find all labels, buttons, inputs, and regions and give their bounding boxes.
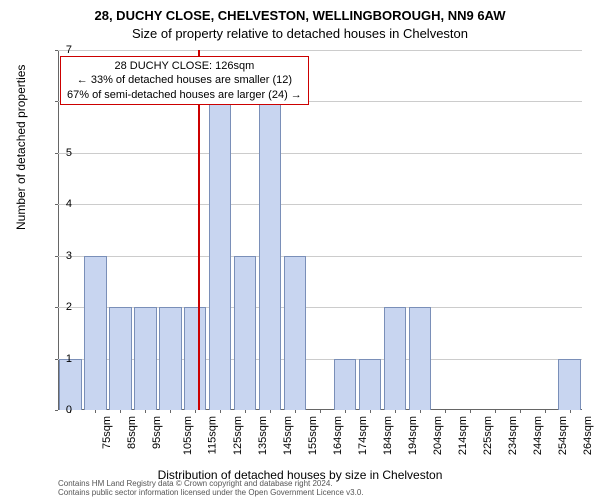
y-tick-mark (55, 307, 58, 308)
x-tick-label: 225sqm (482, 416, 494, 455)
x-tick-mark (195, 410, 196, 413)
y-tick-mark (55, 50, 58, 51)
footer-line2: Contains public sector information licen… (58, 489, 364, 498)
x-tick-label: 85sqm (126, 416, 138, 449)
x-tick-label: 105sqm (182, 416, 194, 455)
x-tick-label: 164sqm (332, 416, 344, 455)
y-tick-label: 2 (66, 301, 72, 313)
histogram-bar (184, 307, 206, 410)
x-tick-mark (120, 410, 121, 413)
histogram-bar (359, 359, 381, 410)
histogram-bar (159, 307, 181, 410)
y-tick-label: 4 (66, 198, 72, 210)
histogram-bar (409, 307, 431, 410)
grid-line (58, 153, 582, 154)
y-tick-mark (55, 101, 58, 102)
y-axis-line (58, 50, 59, 410)
x-tick-mark (520, 410, 521, 413)
x-tick-mark (370, 410, 371, 413)
x-tick-mark (295, 410, 296, 413)
x-tick-label: 135sqm (257, 416, 269, 455)
x-tick-label: 244sqm (532, 416, 544, 455)
x-tick-label: 204sqm (432, 416, 444, 455)
histogram-bar (134, 307, 156, 410)
histogram-bar (59, 359, 81, 410)
x-tick-mark (495, 410, 496, 413)
x-tick-mark (420, 410, 421, 413)
histogram-bar (284, 256, 306, 410)
x-tick-mark (395, 410, 396, 413)
x-tick-label: 174sqm (357, 416, 369, 455)
x-tick-label: 214sqm (457, 416, 469, 455)
x-tick-mark (245, 410, 246, 413)
y-tick-label: 0 (66, 404, 72, 416)
x-tick-mark (345, 410, 346, 413)
y-tick-mark (55, 204, 58, 205)
grid-line (58, 204, 582, 205)
x-tick-label: 115sqm (207, 416, 219, 454)
x-tick-mark (570, 410, 571, 413)
x-tick-mark (545, 410, 546, 413)
annotation-line3: 67% of semi-detached houses are larger (… (67, 88, 302, 102)
x-tick-label: 145sqm (282, 416, 294, 455)
x-tick-label: 75sqm (102, 416, 114, 449)
histogram-bar (384, 307, 406, 410)
y-tick-mark (55, 410, 58, 411)
x-tick-label: 95sqm (151, 416, 163, 449)
x-tick-label: 254sqm (557, 416, 569, 455)
y-axis-title: Number of detached properties (14, 65, 28, 230)
y-tick-mark (55, 359, 58, 360)
chart-title-main: 28, DUCHY CLOSE, CHELVESTON, WELLINGBORO… (0, 8, 600, 23)
grid-line (58, 50, 582, 51)
histogram-bar (259, 101, 281, 410)
x-tick-mark (95, 410, 96, 413)
x-tick-mark (170, 410, 171, 413)
chart-title-sub: Size of property relative to detached ho… (0, 26, 600, 41)
x-tick-mark (320, 410, 321, 413)
y-tick-label: 1 (66, 353, 72, 365)
y-tick-label: 7 (66, 44, 72, 56)
x-tick-label: 184sqm (382, 416, 394, 455)
y-tick-mark (55, 153, 58, 154)
annotation-line1: 28 DUCHY CLOSE: 126sqm (67, 59, 302, 73)
chart-container: 28, DUCHY CLOSE, CHELVESTON, WELLINGBORO… (0, 0, 600, 500)
y-tick-mark (55, 256, 58, 257)
histogram-bar (84, 256, 106, 410)
x-tick-label: 264sqm (582, 416, 594, 455)
x-tick-mark (145, 410, 146, 413)
annotation-line2: ← 33% of detached houses are smaller (12… (67, 73, 302, 87)
grid-line (58, 256, 582, 257)
annotation-box: 28 DUCHY CLOSE: 126sqm← 33% of detached … (60, 56, 309, 105)
histogram-bar (209, 101, 231, 410)
x-tick-label: 155sqm (307, 416, 319, 455)
footer-text: Contains HM Land Registry data © Crown c… (58, 480, 364, 498)
x-tick-mark (270, 410, 271, 413)
x-tick-mark (470, 410, 471, 413)
histogram-bar (109, 307, 131, 410)
histogram-bar (558, 359, 580, 410)
x-tick-mark (445, 410, 446, 413)
x-tick-label: 234sqm (507, 416, 519, 455)
y-tick-label: 3 (66, 250, 72, 262)
x-tick-label: 194sqm (407, 416, 419, 455)
x-tick-label: 125sqm (232, 416, 244, 455)
x-tick-mark (220, 410, 221, 413)
y-tick-label: 5 (66, 147, 72, 159)
histogram-bar (234, 256, 256, 410)
histogram-bar (334, 359, 356, 410)
